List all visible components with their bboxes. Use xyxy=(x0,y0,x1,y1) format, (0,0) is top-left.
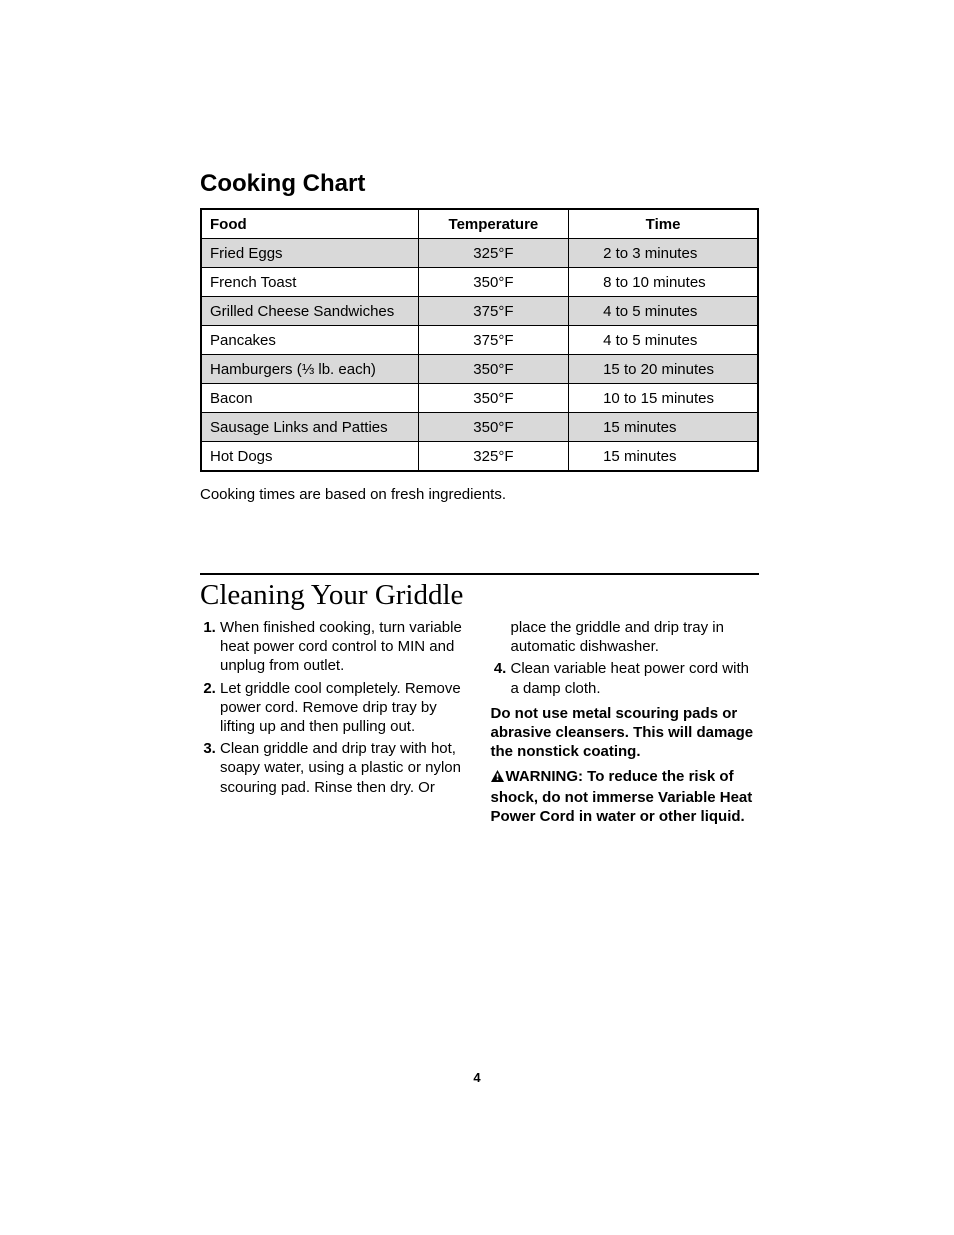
cell-temperature: 375°F xyxy=(418,297,568,326)
cell-time: 10 to 15 minutes xyxy=(569,384,758,413)
cleaning-step: When finished cooking, turn variable hea… xyxy=(220,618,469,676)
cell-food: Fried Eggs xyxy=(201,239,418,268)
cell-food: Bacon xyxy=(201,384,418,413)
page-number: 4 xyxy=(0,1070,954,1085)
cell-food: Hot Dogs xyxy=(201,442,418,472)
cell-food: Grilled Cheese Sandwiches xyxy=(201,297,418,326)
cell-time: 4 to 5 minutes xyxy=(569,297,758,326)
cleaning-step: Let griddle cool completely. Remove powe… xyxy=(220,679,469,737)
warning-label: WARNING: xyxy=(506,768,584,785)
cell-food: Pancakes xyxy=(201,326,418,355)
cooking-chart-table: Food Temperature Time Fried Eggs325°F2 t… xyxy=(200,208,759,472)
chart-footnote: Cooking times are based on fresh ingredi… xyxy=(200,486,759,503)
cell-time: 15 minutes xyxy=(569,442,758,472)
cell-time: 2 to 3 minutes xyxy=(569,239,758,268)
cell-temperature: 350°F xyxy=(418,268,568,297)
cooking-chart-body: Fried Eggs325°F2 to 3 minutesFrench Toas… xyxy=(201,239,758,472)
cell-food: Hamburgers (⅓ lb. each) xyxy=(201,355,418,384)
cell-time: 15 minutes xyxy=(569,413,758,442)
cell-temperature: 350°F xyxy=(418,355,568,384)
col-header-temperature: Temperature xyxy=(418,209,568,239)
col-header-time: Time xyxy=(569,209,758,239)
cell-time: 15 to 20 minutes xyxy=(569,355,758,384)
cell-time: 8 to 10 minutes xyxy=(569,268,758,297)
cell-temperature: 325°F xyxy=(418,239,568,268)
cell-temperature: 350°F xyxy=(418,413,568,442)
table-row: French Toast350°F8 to 10 minutes xyxy=(201,268,758,297)
cell-food: Sausage Links and Patties xyxy=(201,413,418,442)
cleaning-instructions: When finished cooking, turn variable hea… xyxy=(200,618,759,826)
document-page: Cooking Chart Food Temperature Time Frie… xyxy=(0,0,954,1235)
cell-food: French Toast xyxy=(201,268,418,297)
cleaning-section-title: Cleaning Your Griddle xyxy=(200,573,759,612)
warning-icon xyxy=(491,768,504,787)
cell-temperature: 350°F xyxy=(418,384,568,413)
table-row: Sausage Links and Patties350°F15 minutes xyxy=(201,413,758,442)
table-row: Grilled Cheese Sandwiches375°F4 to 5 min… xyxy=(201,297,758,326)
cell-time: 4 to 5 minutes xyxy=(569,326,758,355)
table-row: Pancakes375°F4 to 5 minutes xyxy=(201,326,758,355)
col-header-food: Food xyxy=(201,209,418,239)
table-row: Bacon350°F10 to 15 minutes xyxy=(201,384,758,413)
chart-title: Cooking Chart xyxy=(200,170,759,198)
table-row: Fried Eggs325°F2 to 3 minutes xyxy=(201,239,758,268)
cell-temperature: 375°F xyxy=(418,326,568,355)
caution-text: Do not use metal scouring pads or abrasi… xyxy=(491,704,760,762)
table-row: Hot Dogs325°F15 minutes xyxy=(201,442,758,472)
cleaning-step: Clean variable heat power cord with a da… xyxy=(511,659,760,697)
table-row: Hamburgers (⅓ lb. each)350°F15 to 20 min… xyxy=(201,355,758,384)
cell-temperature: 325°F xyxy=(418,442,568,472)
warning-text: WARNING: To reduce the risk of shock, do… xyxy=(491,767,760,826)
table-header-row: Food Temperature Time xyxy=(201,209,758,239)
